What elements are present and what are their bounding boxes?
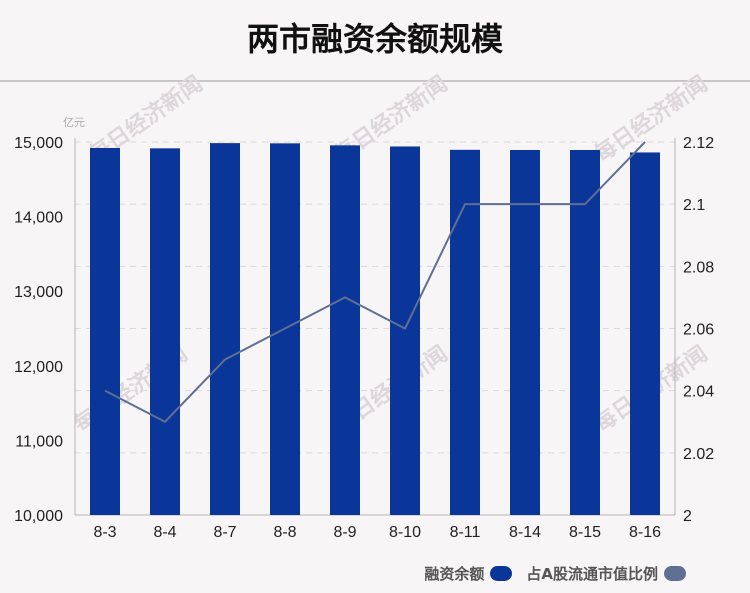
x-tick-label: 8-15 <box>569 524 601 541</box>
legend-label-balance: 融资余额 <box>424 565 485 583</box>
x-tick-label: 8-16 <box>629 524 661 541</box>
x-tick-label: 8-9 <box>333 524 356 541</box>
x-tick-label: 8-14 <box>509 524 541 541</box>
y-tick-label-right: 2.04 <box>683 384 714 401</box>
bar-8-3 <box>90 147 120 515</box>
x-tick-label: 8-7 <box>213 524 236 541</box>
x-tick-label: 8-8 <box>273 524 296 541</box>
legend-label-ratio: 占A股流通市值比例 <box>526 565 658 583</box>
bar-8-7 <box>210 143 240 515</box>
legend-item-balance[interactable]: 融资余额 <box>424 563 513 584</box>
y-tick-label-left: 10,000 <box>14 508 63 525</box>
y-tick-label-left: 13,000 <box>14 284 63 301</box>
y-tick-label-right: 2.08 <box>683 259 714 276</box>
y-tick-label-left: 15,000 <box>14 135 63 152</box>
y-tick-label-right: 2 <box>683 508 692 525</box>
y-tick-label-left: 11,000 <box>15 433 63 450</box>
y-axis-left-unit: 亿元 <box>63 116 85 129</box>
legend-item-ratio[interactable]: 占A股流通市值比例 <box>526 563 686 584</box>
bar-8-4 <box>150 148 180 515</box>
bar-8-15 <box>570 149 600 516</box>
x-tick-label: 8-11 <box>450 524 481 541</box>
chart-title: 两市融资余额规模 <box>246 20 503 58</box>
title-divider <box>0 80 750 82</box>
legend: 融资余额 占A股流通市值比例 <box>424 563 686 584</box>
bar-8-10 <box>390 146 420 515</box>
bar-8-16 <box>630 152 660 515</box>
legend-swatch-ratio <box>664 566 686 581</box>
y-tick-label-left: 12,000 <box>14 359 63 376</box>
x-tick-label: 8-4 <box>153 524 176 541</box>
legend-swatch-balance <box>490 566 513 581</box>
y-tick-label-right: 2.02 <box>683 446 714 463</box>
x-tick-label: 8-3 <box>93 524 116 541</box>
ratio-line <box>104 141 646 423</box>
y-tick-label-right: 2.06 <box>683 322 714 339</box>
bar-8-11 <box>450 149 480 515</box>
y-tick-label-right: 2.12 <box>683 135 714 152</box>
bar-8-9 <box>330 145 360 515</box>
y-tick-label-right: 2.1 <box>683 197 705 214</box>
bar-8-14 <box>510 149 540 516</box>
y-tick-label-left: 14,000 <box>14 210 63 227</box>
x-tick-label: 8-10 <box>389 524 421 541</box>
